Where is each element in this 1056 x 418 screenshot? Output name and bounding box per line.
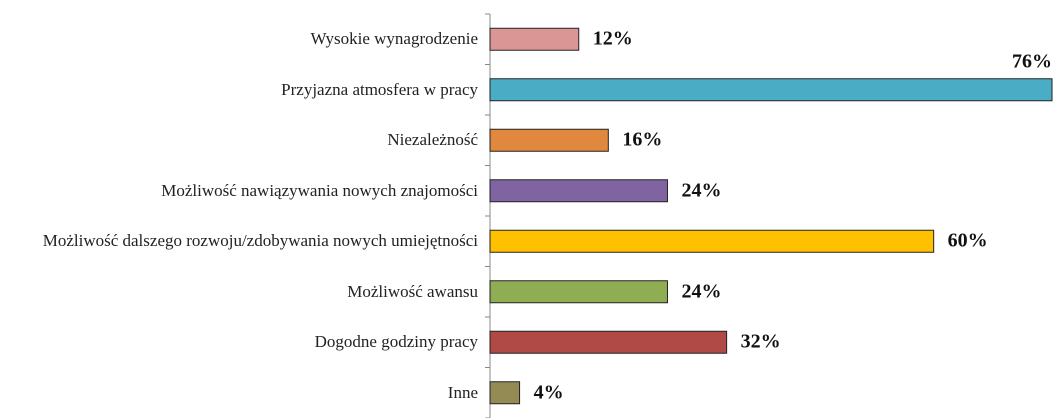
category-label: Dogodne godziny pracy [314, 332, 478, 352]
category-label-box: Wysokie wynagrodzenie [0, 29, 478, 49]
category-label: Wysokie wynagrodzenie [310, 29, 478, 49]
category-label: Możliwość dalszego rozwoju/zdobywania no… [42, 231, 478, 251]
category-label-box: Niezależność [0, 130, 478, 150]
category-label-box: Inne [0, 383, 478, 403]
category-label-box: Możliwość awansu [0, 282, 478, 302]
value-label: 24% [681, 179, 722, 202]
category-label: Inne [447, 382, 478, 402]
bar [489, 280, 668, 304]
value-label: 24% [681, 280, 722, 303]
value-label: 60% [947, 229, 988, 252]
category-label-box: Dogodne godziny pracy [0, 332, 478, 352]
value-label: 12% [592, 27, 633, 50]
category-label-box: Przyjazna atmosfera w pracy [0, 80, 478, 100]
category-label: Niezależność [387, 130, 478, 150]
category-label: Możliwość nawiązywania nowych znajomości [161, 180, 478, 200]
bar [489, 229, 935, 253]
category-label-box: Możliwość nawiązywania nowych znajomości [0, 181, 478, 201]
category-label: Możliwość awansu [347, 281, 478, 301]
value-label: 4% [533, 381, 564, 404]
bar [489, 381, 521, 405]
bar [489, 179, 668, 203]
value-label: 16% [622, 128, 663, 151]
bar [489, 128, 609, 152]
value-label: 76% [1012, 50, 1052, 73]
category-label-box: Możliwość dalszego rozwoju/zdobywania no… [0, 231, 478, 251]
bar [489, 27, 580, 51]
category-label: Przyjazna atmosfera w pracy [281, 79, 478, 99]
bar [489, 330, 728, 354]
bar [489, 78, 1053, 102]
value-label: 32% [740, 330, 781, 353]
